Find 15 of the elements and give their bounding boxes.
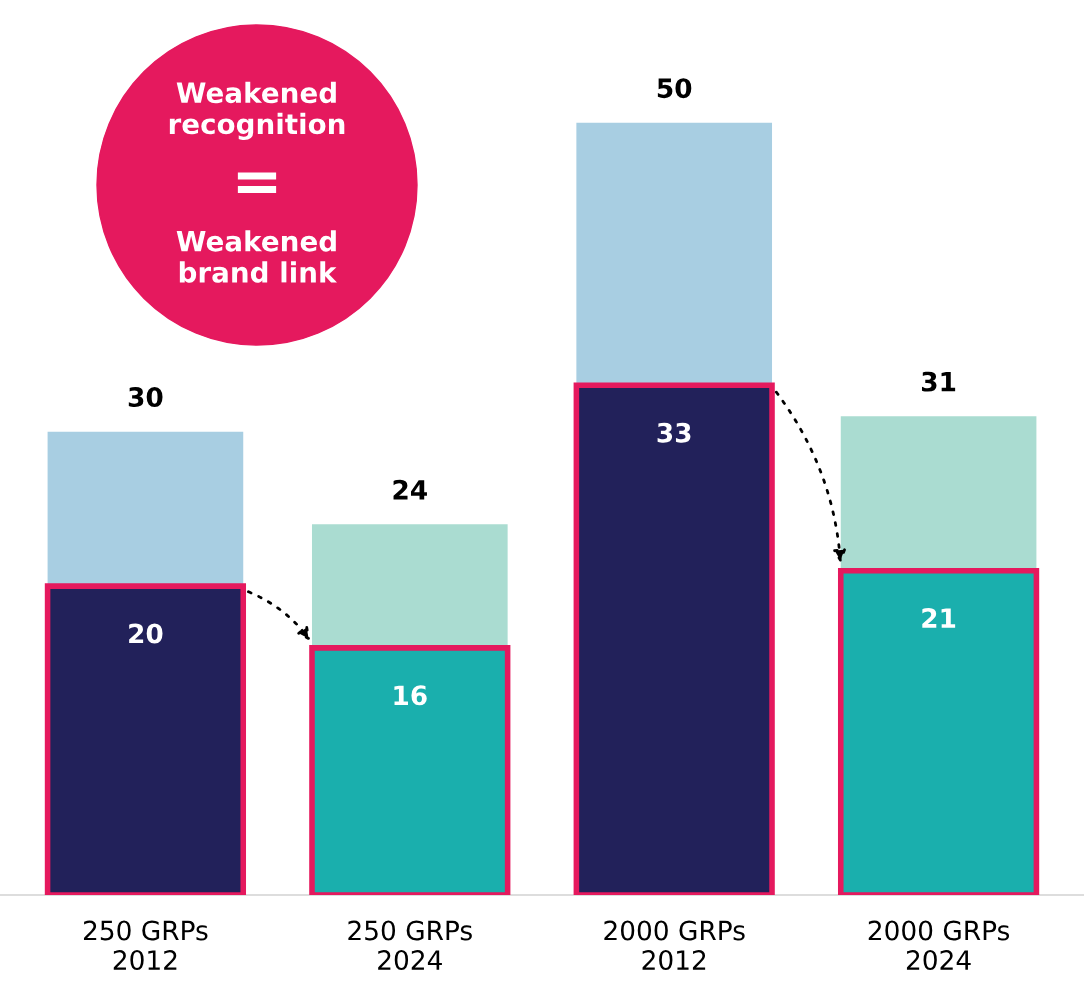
- annotation: Weakened brand link: [176, 230, 337, 283]
- annotation: Weakened recognition: [169, 81, 345, 140]
- total-label: 50: [657, 78, 692, 99]
- total-label: 31: [921, 371, 956, 392]
- x-tick-label: 2000 GRPs 2024: [868, 920, 1010, 971]
- total-label: 24: [393, 479, 427, 500]
- data-label: 16: [394, 685, 427, 706]
- x-tick-label: 250 GRPs 2012: [83, 920, 208, 971]
- x-tick-label: 250 GRPs 2024: [348, 920, 472, 971]
- data-label: 33: [657, 422, 691, 443]
- x-tick-label: 2000 GRPs 2012: [604, 920, 745, 971]
- annotation: =: [237, 172, 277, 194]
- data-label: 20: [129, 623, 163, 644]
- total-label: 30: [128, 387, 163, 408]
- data-label: 21: [922, 608, 956, 628]
